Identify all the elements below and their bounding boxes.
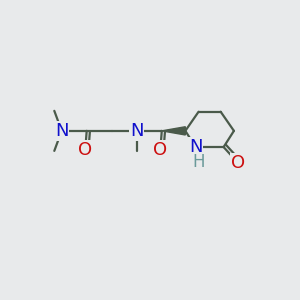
Text: N: N [55,122,68,140]
Text: O: O [153,141,167,159]
Text: N: N [130,122,143,140]
Text: O: O [231,154,245,172]
Text: H: H [192,153,205,171]
Text: N: N [189,138,202,156]
Polygon shape [162,127,185,135]
Text: O: O [78,141,92,159]
